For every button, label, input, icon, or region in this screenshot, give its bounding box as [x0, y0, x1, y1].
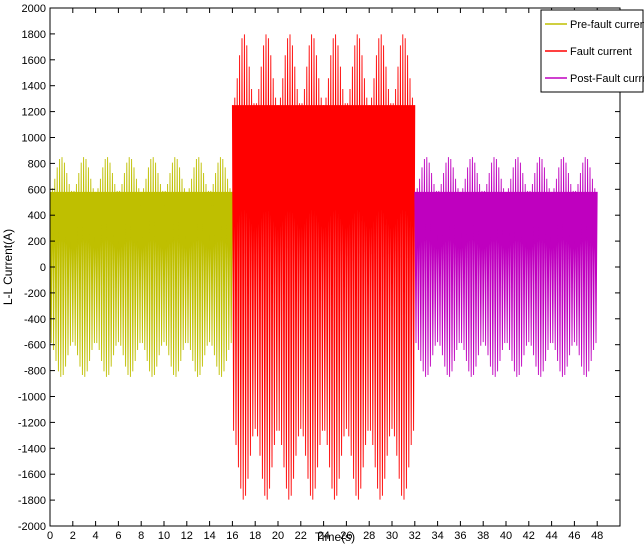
legend: Pre-fault current Fault current Post-Fault…	[540, 9, 644, 93]
series-line-1	[49, 157, 233, 377]
legend-label: Post-Fault current	[570, 73, 644, 85]
y-tick-label: 800	[28, 158, 46, 170]
legend-label: Pre-fault current	[570, 19, 644, 31]
x-tick-label: 38	[477, 530, 489, 542]
x-tick-label: 30	[386, 530, 398, 542]
y-tick-label: 1200	[22, 107, 46, 119]
y-tick-label: -1400	[18, 443, 46, 455]
x-tick-label: 2	[70, 530, 76, 542]
y-tick-label: 400	[28, 210, 46, 222]
x-axis: 0 2 4 6 8 10 12 14 16 18 20 22 24 26 28 30 32 34 36 38 40 42 4…	[47, 8, 603, 542]
x-tick-label: 46	[568, 530, 580, 542]
y-tick-label: 0	[40, 262, 46, 274]
series-line-2	[231, 34, 416, 500]
x-tick-label: 10	[158, 530, 170, 542]
x-tick-label: 48	[591, 530, 603, 542]
plot-series-layer	[49, 34, 598, 500]
x-tick-label: 8	[138, 530, 144, 542]
x-tick-label: 12	[181, 530, 193, 542]
y-axis-title: L-L Current(A)	[1, 229, 15, 305]
legend-label: Fault current	[570, 46, 632, 58]
x-tick-label: 18	[249, 530, 261, 542]
x-tick-label: 44	[545, 530, 557, 542]
y-tick-label: 2000	[22, 3, 46, 15]
y-tick-label: 1800	[22, 29, 46, 41]
x-tick-label: 4	[93, 530, 99, 542]
x-tick-label: 40	[500, 530, 512, 542]
y-tick-label: -1600	[18, 469, 46, 481]
x-tick-label: 28	[363, 530, 375, 542]
y-tick-label: -2000	[18, 521, 46, 533]
y-tick-label: 200	[28, 236, 46, 248]
y-tick-label: -1200	[18, 417, 46, 429]
x-tick-label: 22	[295, 530, 307, 542]
x-tick-label: 6	[115, 530, 121, 542]
y-tick-label: -600	[24, 340, 46, 352]
y-tick-label: -1800	[18, 495, 46, 507]
x-tick-label: 42	[523, 530, 535, 542]
y-tick-label: 1400	[22, 81, 46, 93]
y-axis: -2000-1800-1600-1400-1200-1000-800-600-4…	[18, 3, 620, 533]
y-tick-label: -800	[24, 366, 46, 378]
x-tick-label: 16	[226, 530, 238, 542]
x-tick-label: 0	[47, 530, 53, 542]
x-axis-title: Time(s)	[315, 530, 355, 544]
y-tick-label: -200	[24, 288, 46, 300]
x-tick-label: 20	[272, 530, 284, 542]
x-tick-label: 24	[317, 530, 329, 542]
x-tick-label: 34	[431, 530, 443, 542]
y-tick-label: -1000	[18, 392, 46, 404]
x-tick-label: 26	[340, 530, 352, 542]
y-tick-label: 1600	[22, 55, 46, 67]
x-tick-label: 32	[409, 530, 421, 542]
x-tick-label: 36	[454, 530, 466, 542]
y-tick-label: -400	[24, 314, 46, 326]
y-tick-label: 600	[28, 184, 46, 196]
y-tick-label: 1000	[22, 133, 46, 145]
series-line-3	[414, 157, 598, 377]
x-tick-label: 14	[203, 530, 215, 542]
